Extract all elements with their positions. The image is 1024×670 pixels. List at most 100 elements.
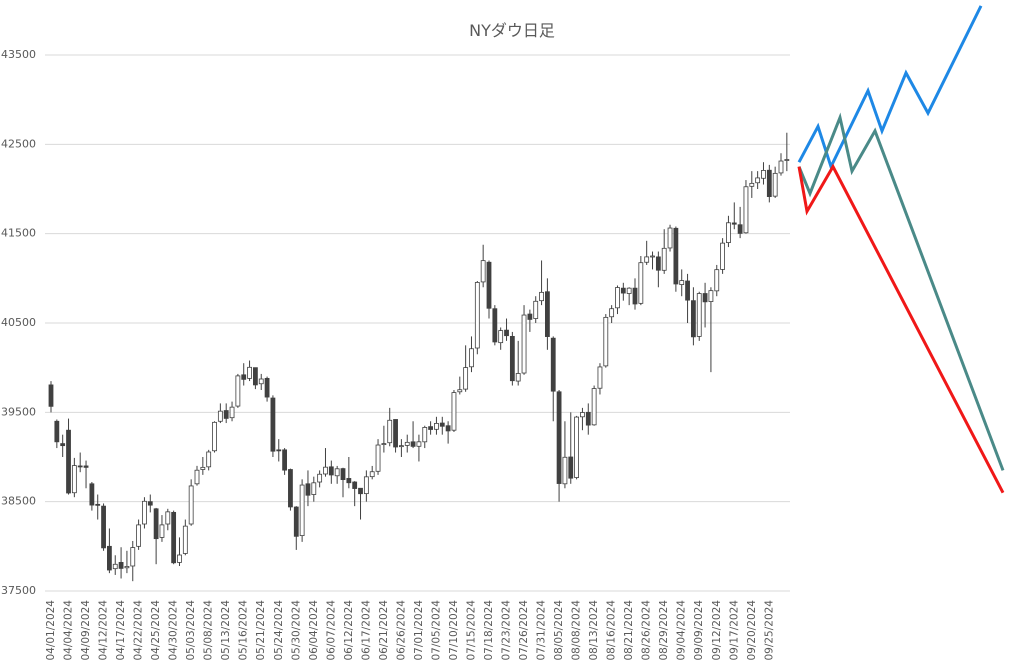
candle-body	[398, 445, 404, 448]
projection-line	[797, 112, 1005, 471]
candle-body	[626, 287, 632, 294]
candle-body	[118, 562, 124, 569]
x-tick-label: 04/25/2024	[150, 600, 162, 661]
candle-body	[363, 476, 369, 495]
candle-body	[521, 314, 527, 374]
y-tick-label: 41500	[1, 227, 36, 240]
candle-body	[428, 426, 434, 430]
candle-body	[591, 388, 597, 426]
x-tick-label: 07/23/2024	[501, 600, 513, 661]
candle-body	[212, 421, 217, 452]
x-tick-label: 07/26/2024	[518, 600, 530, 661]
candle-body	[194, 469, 200, 485]
x-tick-label: 06/17/2024	[360, 600, 372, 661]
x-tick-label: 08/08/2024	[571, 600, 583, 661]
candle-body	[755, 177, 761, 184]
candle-body	[749, 182, 755, 187]
candle-body	[726, 222, 731, 244]
candle-body	[77, 465, 83, 468]
candle-body	[527, 313, 533, 320]
candle-body	[609, 308, 615, 318]
candle-body	[533, 300, 539, 319]
candle-body	[445, 425, 451, 432]
candle-body	[720, 242, 725, 270]
candle-body	[235, 375, 241, 407]
candle-body	[492, 308, 498, 343]
candle-body	[165, 511, 171, 525]
candle-body	[323, 466, 328, 475]
candle-body	[60, 443, 66, 447]
candle-body	[270, 397, 276, 452]
candle-body	[661, 247, 667, 271]
candle-body	[743, 186, 749, 234]
candle-body	[679, 280, 685, 285]
x-tick-label: 04/12/2024	[98, 600, 110, 661]
x-tick-label: 04/30/2024	[168, 600, 180, 661]
candle-body	[422, 427, 428, 443]
candle-body	[737, 224, 743, 234]
candle-body	[434, 423, 439, 430]
candle-body	[655, 256, 661, 271]
candle-body	[457, 389, 463, 393]
candle-body	[217, 410, 223, 422]
candle-body	[474, 282, 480, 349]
candle-body	[585, 411, 591, 426]
candle-body	[387, 419, 393, 444]
candle-body	[252, 367, 258, 386]
candle-body	[241, 374, 247, 380]
candle-body	[574, 416, 579, 478]
x-tick-label: 07/01/2024	[413, 600, 425, 661]
candle-body	[498, 330, 504, 344]
candle-body	[130, 547, 136, 567]
candle-body	[615, 287, 620, 309]
candle-body	[136, 524, 142, 547]
candle-body	[644, 256, 650, 263]
candle-body	[66, 429, 71, 494]
x-tick-label: 04/09/2024	[80, 600, 92, 661]
x-tick-label: 07/10/2024	[448, 600, 460, 661]
candle-body	[667, 227, 673, 249]
candle-body	[691, 300, 696, 338]
candle-body	[288, 469, 293, 508]
candle-body	[632, 287, 638, 305]
candle-body	[171, 511, 177, 564]
y-tick-label: 37500	[1, 584, 36, 597]
candle-body	[580, 412, 585, 418]
candle-body	[673, 227, 679, 285]
x-tick-label: 07/15/2024	[465, 600, 477, 661]
candle-body	[346, 478, 352, 484]
x-tick-label: 07/05/2024	[430, 600, 442, 661]
x-tick-label: 05/08/2024	[203, 600, 215, 661]
x-tick-label: 06/26/2024	[395, 600, 407, 661]
candle-body	[381, 443, 387, 446]
x-tick-label: 06/04/2024	[308, 600, 320, 661]
x-tick-label: 08/26/2024	[641, 600, 653, 661]
candle-body	[147, 501, 153, 506]
candle-body	[568, 456, 574, 479]
x-tick-label: 05/03/2024	[185, 600, 197, 661]
projection-line	[797, 163, 1005, 494]
x-tick-label: 05/16/2024	[238, 600, 250, 661]
candle-body	[276, 449, 282, 452]
candle-body	[766, 169, 772, 197]
candle-body	[509, 335, 515, 382]
candle-body	[305, 483, 311, 496]
candle-body	[153, 508, 159, 540]
candle-body	[451, 392, 457, 431]
y-tick-label: 38500	[1, 495, 36, 508]
x-tick-label: 04/04/2024	[63, 600, 75, 661]
candle-body	[352, 481, 358, 489]
candle-body	[282, 449, 288, 471]
candle-body	[772, 172, 778, 197]
x-tick-label: 08/05/2024	[553, 600, 565, 661]
candle-body	[71, 465, 77, 494]
candle-body	[258, 378, 264, 385]
candle-body	[311, 482, 317, 495]
candle-body	[299, 484, 305, 537]
candle-body	[597, 366, 603, 389]
candle-body	[416, 441, 422, 447]
x-tick-label: 07/18/2024	[483, 600, 495, 661]
candle-body	[229, 406, 235, 419]
candle-body	[638, 262, 644, 304]
candle-body	[550, 337, 556, 392]
